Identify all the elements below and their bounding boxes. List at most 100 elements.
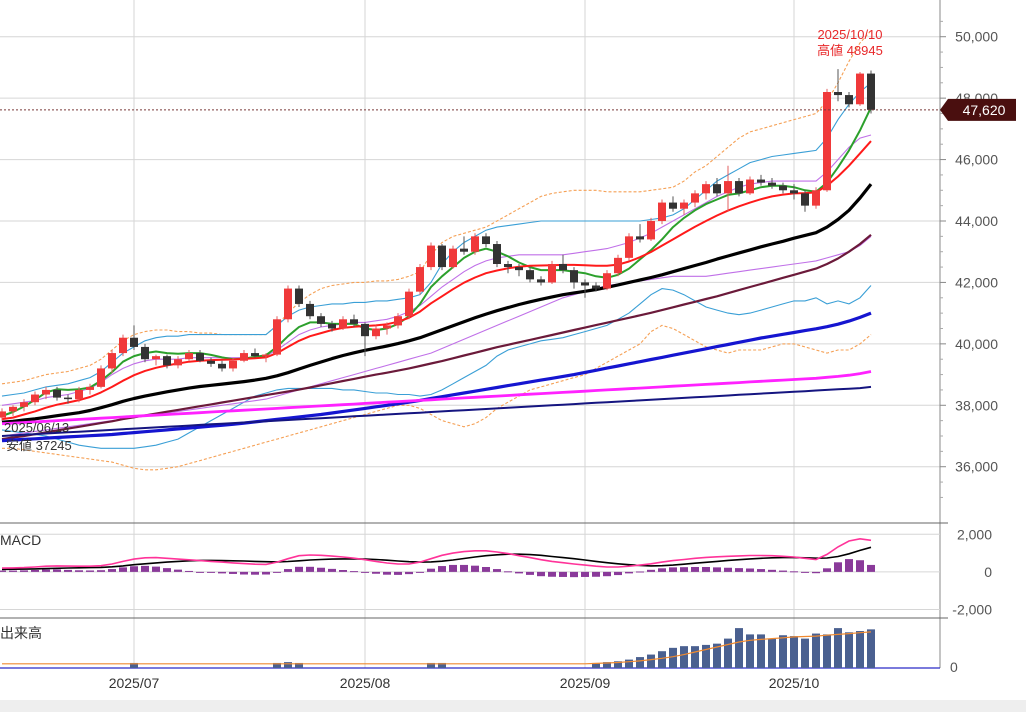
candle-body	[20, 402, 28, 407]
macd-histogram-bar	[482, 566, 490, 572]
candle-body	[130, 337, 138, 347]
macd-histogram-bar	[702, 566, 710, 572]
candle-body	[218, 363, 226, 369]
macd-histogram-bar	[834, 562, 842, 572]
volume-bar	[724, 638, 732, 668]
macd-histogram-bar	[658, 568, 666, 572]
macd-histogram-bar	[548, 571, 556, 577]
macd-histogram-bar	[130, 566, 138, 572]
volume-bar	[614, 661, 622, 668]
candle-body	[31, 394, 39, 403]
macd-histogram-bar	[163, 568, 171, 572]
candle-body	[812, 190, 820, 206]
band-line	[1, 285, 872, 449]
macd-histogram-bar	[0, 570, 6, 572]
macd-histogram-bar	[273, 571, 281, 573]
macd-histogram-bar	[427, 568, 435, 572]
volume-bar	[669, 647, 677, 668]
macd-histogram-bar	[20, 570, 28, 572]
candle-body	[108, 353, 116, 369]
macd-histogram-bar	[471, 565, 479, 572]
macd-histogram-bar	[185, 570, 193, 572]
volume-bar	[834, 628, 842, 668]
macd-histogram-bar	[306, 566, 314, 572]
macd-histogram-bar	[229, 571, 237, 574]
macd-histogram-bar	[603, 571, 611, 577]
candle-body	[229, 360, 237, 369]
volume-bar	[768, 638, 776, 668]
macd-histogram-bar	[493, 569, 501, 572]
macd-histogram-bar	[537, 571, 545, 577]
macd-histogram-bar	[823, 568, 831, 572]
macd-histogram-bar	[735, 568, 743, 572]
volume-average-line	[2, 631, 872, 665]
volume-panel: 0 出来高	[0, 617, 958, 675]
band-line	[1, 134, 872, 406]
macd-histogram-bar	[504, 571, 512, 573]
macd-histogram-bar	[339, 570, 347, 572]
macd-histogram-bar	[240, 571, 248, 575]
moving-average-line	[1, 183, 873, 424]
volume-bar	[625, 659, 633, 668]
macd-histogram-bar	[438, 566, 446, 572]
volume-bar	[801, 638, 809, 668]
macd-histogram-bar	[416, 571, 424, 573]
candle-body	[669, 202, 677, 209]
candle-body	[284, 288, 292, 320]
candle-body	[317, 316, 325, 324]
macd-histogram-bar	[570, 571, 578, 578]
moving-average-line	[1, 233, 872, 441]
candle-body	[834, 92, 842, 96]
candle-body	[856, 73, 864, 105]
macd-histogram-bar	[262, 571, 270, 575]
volume-bar	[713, 643, 721, 668]
macd-histogram-bar	[64, 569, 72, 572]
grid-lines	[0, 0, 940, 668]
band-line	[1, 82, 872, 397]
macd-histogram-bar	[625, 571, 633, 574]
macd-histogram-bar	[53, 569, 61, 572]
candle-body	[691, 193, 699, 203]
candle-body	[779, 185, 787, 191]
macd-histogram-bar	[372, 571, 380, 574]
macd-histogram-bar	[680, 567, 688, 572]
candle-body	[42, 389, 50, 395]
macd-histogram-bar	[383, 571, 391, 575]
macd-histogram-bar	[9, 570, 17, 572]
macd-histogram-bar	[108, 569, 116, 572]
macd-histogram-bar	[405, 571, 413, 575]
volume-bar	[856, 631, 864, 668]
candle-body	[559, 264, 567, 271]
candles-layer	[0, 69, 875, 421]
volume-bar	[130, 662, 138, 668]
price-tick-label: 40,000	[955, 336, 998, 352]
volume-label: 出来高	[0, 625, 42, 641]
volume-bar	[680, 646, 688, 668]
candle-body	[636, 236, 644, 240]
price-tick-label: 36,000	[955, 459, 998, 475]
volume-bar	[746, 634, 754, 668]
month-label: 2025/09	[560, 675, 611, 691]
high-date-label: 2025/10/10	[817, 27, 882, 42]
candle-body	[757, 179, 765, 183]
month-label: 2025/07	[109, 675, 160, 691]
macd-histogram-bar	[691, 566, 699, 572]
macd-histogram-bar	[295, 566, 303, 572]
candle-body	[768, 182, 776, 186]
macd-panel: 2,000 0 -2,000 MACD	[0, 522, 992, 617]
candle-body	[339, 319, 347, 329]
moving-average-line	[1, 370, 872, 426]
moving-average-line	[1, 140, 872, 421]
volume-bar	[647, 654, 655, 668]
candle-body	[240, 353, 248, 361]
macd-histogram-bar	[284, 569, 292, 572]
candle-body	[713, 184, 721, 194]
macd-histogram-bar	[317, 567, 325, 572]
moving-average-line	[1, 106, 872, 417]
volume-bar	[273, 662, 281, 668]
volume-bar	[823, 634, 831, 668]
candle-body	[625, 236, 633, 258]
candle-body	[746, 179, 754, 194]
